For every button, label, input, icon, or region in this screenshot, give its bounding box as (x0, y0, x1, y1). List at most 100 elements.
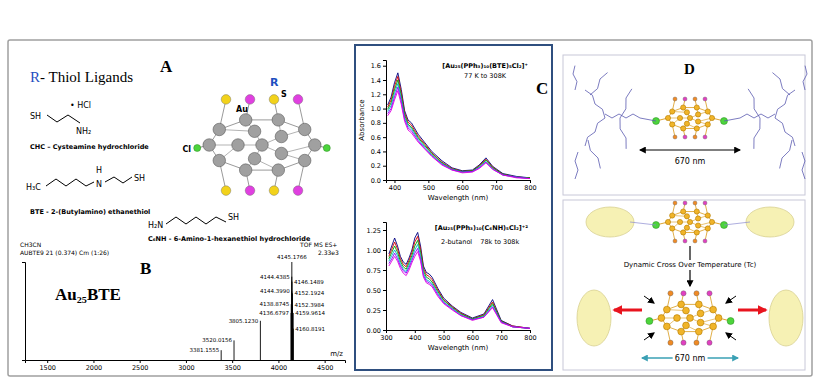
ligand-name: BTE - 2-(Butylamino) ethanethiol (30, 208, 150, 216)
tick: 0.75 (367, 267, 386, 275)
atom (298, 154, 310, 166)
tick-label: 300 (380, 334, 392, 342)
ligand-chain (775, 90, 795, 118)
chart-title: [Au₂₅(PPh₃)₁₀(BTE)₅Cl₂]⁺ (442, 62, 528, 70)
ligand-atom (668, 340, 673, 345)
atom (694, 209, 699, 214)
ligand-atom (245, 186, 255, 196)
panel-c-frame (355, 45, 552, 370)
panel-heading: R- Thiol Ligands (30, 69, 133, 85)
atom (213, 154, 225, 166)
ligand-shell (577, 290, 611, 346)
ligand-shell (769, 290, 803, 346)
bond (166, 217, 226, 224)
distance-arrow (640, 150, 740, 151)
atom (684, 121, 689, 126)
tick: 1.2 (371, 91, 386, 99)
ligand-atom (703, 97, 707, 101)
chart-title: [Au₂₅(PPh₃)₁₀(C₆NH)₅Cl₂]⁺² (435, 224, 528, 232)
atom (695, 119, 700, 124)
tick-label: 3500 (224, 364, 241, 372)
atom (705, 109, 710, 114)
atom (213, 123, 225, 135)
ligand-chain (754, 118, 760, 149)
tick-mark (383, 151, 386, 152)
tick: 0.6 (371, 134, 386, 142)
peak (292, 293, 293, 360)
panel-letter: C (536, 79, 548, 98)
spectrum-line (389, 252, 530, 329)
tick-label: 0.8 (371, 119, 381, 127)
atom (272, 114, 284, 126)
tick-mark (444, 330, 445, 333)
tick-mark (496, 180, 497, 183)
atom (705, 122, 710, 127)
chart-subtitle: 2-butanol (441, 238, 472, 246)
formula-atom: H (96, 166, 102, 175)
ligand-atom (694, 340, 699, 345)
tick: 400 (409, 330, 421, 342)
tick-label: 1500 (39, 364, 56, 372)
bond (105, 177, 132, 183)
tick: 0.4 (371, 148, 386, 156)
tick-mark (383, 290, 386, 291)
tick: 800 (524, 330, 536, 342)
peak-label: 4159.9614 (295, 310, 325, 316)
atom (670, 122, 675, 127)
outer-frame (8, 40, 812, 376)
tick-mark (472, 330, 473, 333)
y-axis: 0.000.250.500.751.001.25 (367, 223, 387, 335)
bond (46, 179, 94, 186)
compression-arrow (726, 333, 736, 340)
ligand-atom (673, 97, 677, 101)
ligand-atom (293, 95, 303, 105)
atom (239, 164, 251, 176)
chart-subtitle: 77 K to 308K (464, 72, 507, 80)
ligand-atom (269, 186, 279, 196)
tick-label: 0.6 (371, 134, 381, 142)
atom (694, 126, 699, 131)
tick: 1.00 (367, 247, 386, 255)
axis-line (22, 263, 26, 361)
formula-atom: H₂N (148, 221, 163, 230)
atom (670, 109, 675, 114)
ligand-atom (681, 291, 686, 296)
peak-label: 4152.3984 (295, 302, 325, 308)
atom (695, 301, 702, 308)
atom (695, 223, 700, 228)
tick-mark (232, 360, 233, 363)
atom (695, 328, 702, 335)
atom (248, 152, 260, 164)
panel-a: R- Thiol LigandsASH• HClNH₂CHC – Cysteam… (26, 57, 330, 243)
atom (670, 226, 675, 231)
tick-label: 700 (495, 334, 507, 342)
tick-mark (383, 66, 386, 67)
ligand-name: C₆NH - 6-Amino-1-hexanethiol hydrochlori… (148, 235, 311, 243)
tick: 600 (457, 180, 469, 192)
ligand-atom (693, 201, 697, 205)
ligand-atom (703, 239, 707, 243)
ligand-atom (693, 135, 697, 139)
atom (705, 226, 710, 231)
tick: 2000 (86, 360, 103, 372)
peak (292, 305, 293, 360)
y-axis: 0.00.20.40.60.81.01.21.41.6 (371, 61, 387, 185)
spectrum-line (389, 244, 530, 328)
axis-title: Wavelength (nm) (428, 344, 489, 352)
tick: 4000 (271, 360, 288, 372)
tick: 1.6 (371, 62, 386, 70)
tick: 1.25 (367, 227, 386, 235)
tick: 800 (524, 180, 536, 192)
ligand-atom (269, 95, 279, 105)
peak-label: 3381.1555 (189, 347, 219, 353)
formula-atom: NH₂ (76, 127, 91, 136)
ligand-chain (620, 89, 632, 118)
compression-arrow (644, 296, 654, 303)
peak-label: 4152.1924 (294, 290, 324, 296)
atom (681, 126, 686, 131)
panel-c: 4005006007008000.00.20.40.60.81.01.21.41… (358, 61, 548, 353)
atom (248, 125, 260, 137)
peak (221, 350, 222, 360)
formula-atom: • HCl (70, 101, 91, 110)
axis-title: Wavelength (nm) (428, 194, 489, 202)
